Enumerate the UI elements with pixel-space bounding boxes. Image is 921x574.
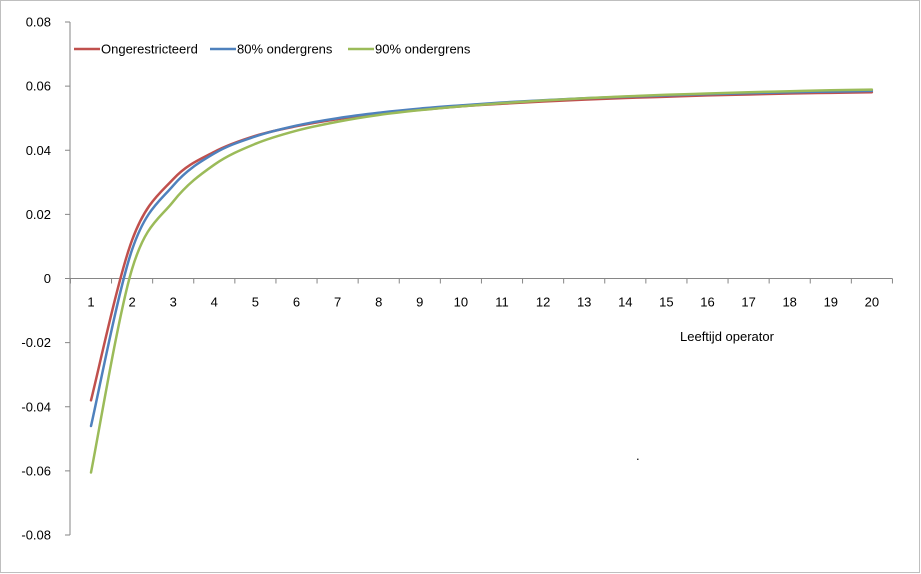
- x-axis-label: Leeftijd operator: [680, 329, 775, 344]
- y-tick-label: 0.04: [26, 143, 51, 158]
- series-lines: [89, 88, 874, 474]
- x-tick-label: 19: [824, 295, 838, 310]
- y-tick-label: 0.06: [26, 79, 51, 94]
- y-tick-label: -0.08: [21, 528, 51, 543]
- y-tick-label: 0: [44, 271, 51, 286]
- x-tick-label: 7: [334, 295, 341, 310]
- stray-dot: .: [636, 448, 640, 463]
- x-tick-label: 20: [865, 295, 879, 310]
- x-tick-label: 6: [293, 295, 300, 310]
- x-tick-label: 2: [128, 295, 135, 310]
- series-line-1: [89, 90, 874, 402]
- series-line-2: [89, 89, 874, 428]
- x-tick-label: 1: [87, 295, 94, 310]
- legend: Ongerestricteerd 80% ondergrens 90% onderg…: [74, 42, 471, 57]
- x-tick-label: 16: [700, 295, 714, 310]
- x-tick-label: 3: [170, 295, 177, 310]
- y-tick-label: 0.02: [26, 207, 51, 222]
- x-tick-label: 11: [495, 295, 509, 310]
- x-tick-label: 4: [211, 295, 218, 310]
- x-tick-label: 17: [741, 295, 755, 310]
- y-tick-label: -0.06: [21, 463, 51, 478]
- y-tick-label: 0.08: [26, 15, 51, 30]
- x-tick-label: 14: [618, 295, 632, 310]
- legend-label: 80% ondergrens: [237, 42, 333, 57]
- x-tick-label: 13: [577, 295, 591, 310]
- x-tick-label: 10: [454, 295, 468, 310]
- x-tick-label: 8: [375, 295, 382, 310]
- y-tick-label: -0.04: [21, 399, 51, 414]
- x-axis: 1 2 3 4 5 6 7 8 9 10 11 12 13 14 15 16 17 18 19 20: [69, 278, 893, 310]
- x-tick-label: 12: [536, 295, 550, 310]
- x-tick-label: 5: [252, 295, 259, 310]
- legend-label: 90% ondergrens: [375, 42, 471, 57]
- legend-label: Ongerestricteerd: [101, 42, 198, 57]
- y-tick-label: -0.02: [21, 335, 51, 350]
- series-line-3: [89, 88, 874, 474]
- y-axis: -0.08 -0.06 -0.04 -0.02 0 0.02 0.04 0.06 0.08: [21, 15, 71, 543]
- x-tick-label: 9: [416, 295, 423, 310]
- x-tick-label: 18: [782, 295, 796, 310]
- x-tick-label: 15: [659, 295, 673, 310]
